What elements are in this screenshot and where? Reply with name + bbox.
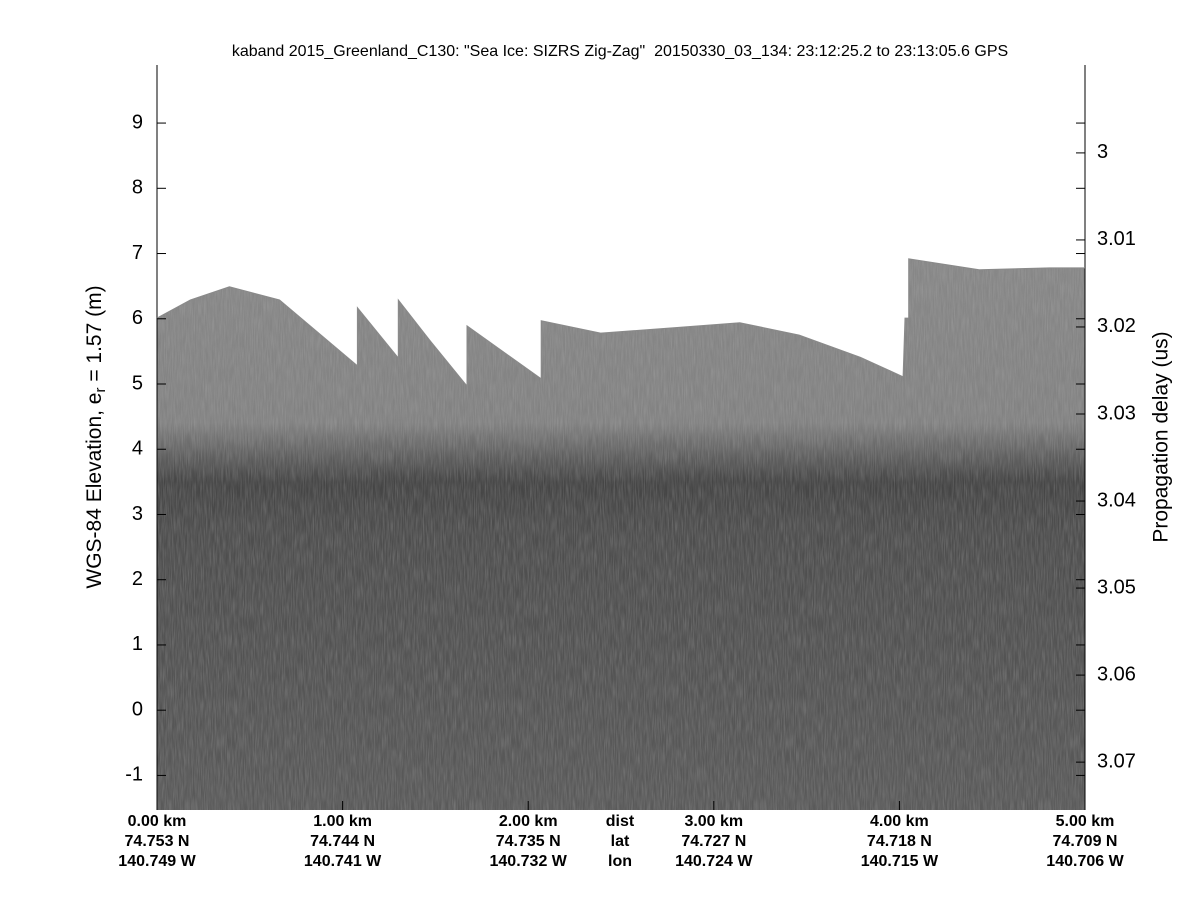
lat-label: 74.718 N bbox=[867, 833, 932, 850]
y2-tick-label: 3.05 bbox=[1097, 576, 1136, 598]
row-label: dist bbox=[606, 813, 635, 830]
y2-tick-label: 3.03 bbox=[1097, 402, 1136, 424]
y-axis-label-rest: = 1.57 (m) bbox=[83, 285, 106, 387]
y-axis-label-main: WGS-84 Elevation, e bbox=[83, 393, 106, 589]
x-tick-label: 2.00 km bbox=[499, 813, 558, 830]
lat-label: 74.753 N bbox=[125, 833, 190, 850]
y-tick-label: 7 bbox=[132, 242, 143, 264]
x-tick-label: 4.00 km bbox=[870, 813, 929, 830]
lon-label: 140.706 W bbox=[1046, 853, 1124, 870]
echogram-image bbox=[157, 258, 1085, 810]
y2-tick-label: 3.04 bbox=[1097, 489, 1136, 511]
y-tick-label: 2 bbox=[132, 568, 143, 590]
x-tick-label: 0.00 km bbox=[128, 813, 187, 830]
y-tick-label: 3 bbox=[132, 503, 143, 525]
lon-label: 140.741 W bbox=[304, 853, 382, 870]
lon-label: 140.724 W bbox=[675, 853, 753, 870]
y2-tick-label: 3.02 bbox=[1097, 315, 1136, 337]
y-tick-label: 5 bbox=[132, 372, 143, 394]
surface-edge bbox=[156, 258, 1085, 388]
y2-tick-label: 3.07 bbox=[1097, 750, 1136, 772]
x-tick-label: 5.00 km bbox=[1056, 813, 1115, 830]
y2-tick-label: 3 bbox=[1097, 141, 1108, 163]
y-tick-label: 0 bbox=[132, 698, 143, 720]
y-tick-label: 4 bbox=[132, 438, 143, 460]
lon-label: 140.749 W bbox=[118, 853, 196, 870]
lon-label: 140.732 W bbox=[490, 853, 568, 870]
lon-label: 140.715 W bbox=[861, 853, 939, 870]
y2-tick-label: 3.01 bbox=[1097, 228, 1136, 250]
echogram-grain bbox=[157, 258, 1085, 810]
row-label: lon bbox=[608, 853, 632, 870]
y-tick-label: 1 bbox=[132, 633, 143, 655]
chart-title: kaband 2015_Greenland_C130: "Sea Ice: SI… bbox=[232, 43, 1008, 60]
lat-label: 74.709 N bbox=[1053, 833, 1118, 850]
y2-axis-label: Propagation delay (us) bbox=[1150, 331, 1173, 542]
y-axis-label-subscript: r bbox=[92, 388, 109, 393]
y-tick-label: 8 bbox=[132, 177, 143, 199]
x-tick-label: 1.00 km bbox=[313, 813, 372, 830]
y-tick-label: 6 bbox=[132, 307, 143, 329]
x-tick-label: 3.00 km bbox=[684, 813, 743, 830]
y-axis-label: WGS-84 Elevation, er = 1.57 (m) bbox=[83, 285, 109, 588]
y-tick-label: -1 bbox=[125, 764, 143, 786]
lat-label: 74.727 N bbox=[681, 833, 746, 850]
y-tick-label: 9 bbox=[132, 111, 143, 133]
lat-label: 74.744 N bbox=[310, 833, 375, 850]
lat-label: 74.735 N bbox=[496, 833, 561, 850]
row-label: lat bbox=[611, 833, 630, 850]
y2-tick-label: 3.06 bbox=[1097, 663, 1136, 685]
